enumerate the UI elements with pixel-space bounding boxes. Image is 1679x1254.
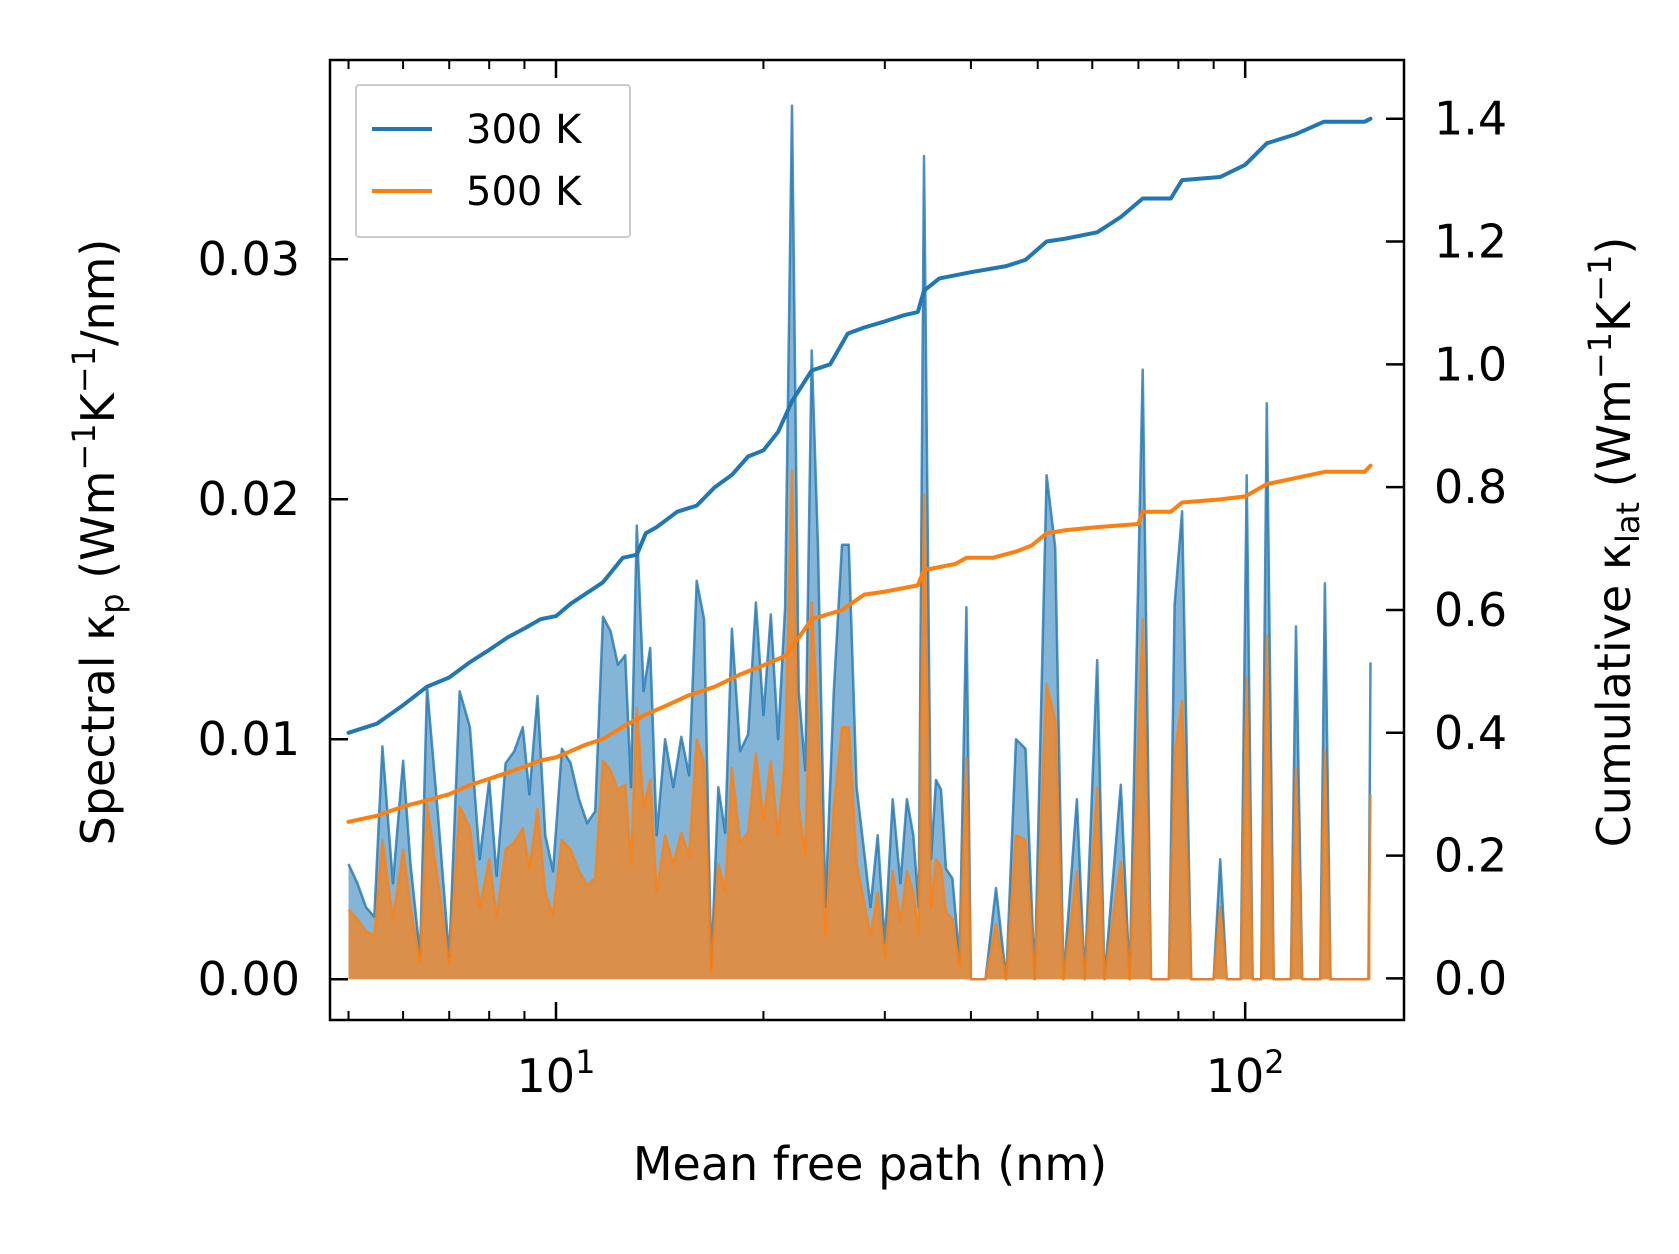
y-left-tick-label: 0.01: [198, 712, 300, 766]
y-right-tick-label: 1.4: [1434, 92, 1507, 146]
spectral-area-500k: [348, 470, 1371, 980]
plot-frame: [328, 58, 1406, 1022]
cumulative-line-500k: [346, 463, 1373, 824]
y-left-tick-label: 0.00: [198, 952, 300, 1006]
spectral-fill-layer: [347, 104, 1372, 981]
y-left-tick-label: 0.03: [198, 232, 300, 286]
y-right-tick-label: 0.2: [1434, 829, 1507, 883]
x-tick-label: 102: [1206, 1043, 1285, 1103]
x-tick-label: 101: [517, 1043, 596, 1103]
legend: 300 K 500 K: [355, 84, 631, 238]
y-left-tick-label: 0.02: [198, 472, 300, 526]
y-axis-title-right: Cumulative κlat (Wm−1K−1): [1581, 237, 1647, 848]
legend-label-500k: 500 K: [466, 169, 583, 215]
y-axis-title-left: Spectral κp (Wm−1K−1/nm): [65, 239, 131, 846]
spectral-line-500k: [347, 469, 1372, 981]
y-right-tick-label: 0.4: [1434, 706, 1507, 760]
y-right-tick-label: 1.0: [1434, 337, 1507, 391]
y-right-tick-label: 0.0: [1434, 951, 1507, 1005]
line-layer: [346, 116, 1373, 824]
cumulative-line-300k: [346, 116, 1373, 735]
y-right-tick-label: 0.8: [1434, 460, 1507, 514]
x-axis-title: Mean free path (nm): [633, 1137, 1107, 1191]
legend-label-300k: 300 K: [466, 107, 583, 153]
y-right-tick-label: 1.2: [1434, 215, 1507, 269]
y-right-tick-label: 0.6: [1434, 583, 1507, 637]
legend-frame: [355, 84, 631, 238]
